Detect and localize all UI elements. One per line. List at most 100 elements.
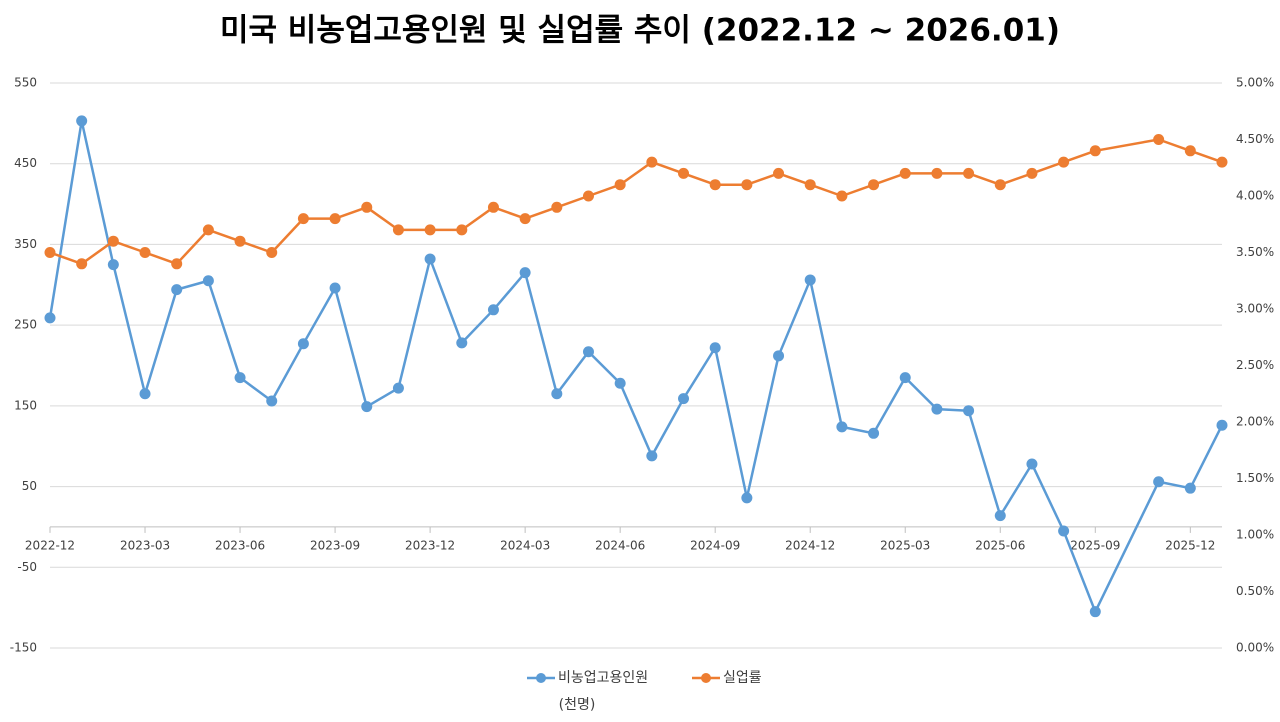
- y2-tick-label: 5.00%: [1236, 76, 1274, 90]
- data-point: [1089, 606, 1101, 618]
- x-tick-label: 2022-12: [25, 538, 75, 552]
- data-point: [171, 284, 183, 296]
- data-point: [107, 235, 119, 247]
- x-tick-label: 2025-12: [1165, 538, 1215, 552]
- x-tick-label: 2025-03: [880, 538, 930, 552]
- data-point: [487, 304, 499, 316]
- data-point: [76, 258, 88, 270]
- data-point: [202, 275, 214, 287]
- data-point: [392, 224, 404, 236]
- data-point: [234, 235, 246, 247]
- x-tick-label: 2025-09: [1070, 538, 1120, 552]
- data-point: [519, 213, 531, 225]
- data-point: [329, 282, 341, 294]
- data-point: [107, 259, 119, 271]
- data-point: [614, 377, 626, 389]
- y-tick-label: 450: [14, 156, 37, 170]
- data-point: [678, 393, 690, 405]
- data-point: [804, 274, 816, 286]
- chart-title: 미국 비농업고용인원 및 실업률 추이 (2022.12 ~ 2026.01): [220, 13, 1060, 49]
- y2-tick-label: 1.50%: [1236, 471, 1274, 485]
- x-tick-label: 2024-06: [595, 538, 645, 552]
- legend-marker: [536, 673, 546, 683]
- x-tick-label: 2023-06: [215, 538, 265, 552]
- data-point: [836, 421, 848, 433]
- x-tick-label: 2023-03: [120, 538, 170, 552]
- data-point: [139, 388, 151, 400]
- y-tick-label: 150: [14, 398, 37, 412]
- data-point: [741, 492, 753, 504]
- data-point: [1058, 525, 1070, 537]
- y2-tick-label: 2.00%: [1236, 415, 1274, 429]
- data-point: [1089, 145, 1101, 157]
- data-point: [931, 167, 943, 179]
- data-point: [266, 395, 278, 407]
- data-point: [44, 312, 56, 324]
- x-tick-label: 2024-09: [690, 538, 740, 552]
- data-point: [614, 179, 626, 191]
- data-point: [76, 115, 88, 127]
- data-point: [899, 167, 911, 179]
- data-point: [392, 382, 404, 394]
- data-point: [551, 388, 563, 400]
- series-line: [49, 138, 1223, 266]
- y-tick-label: 550: [14, 76, 37, 90]
- data-point: [1153, 134, 1165, 145]
- data-point: [171, 258, 183, 270]
- data-point: [963, 167, 975, 179]
- data-point: [773, 167, 785, 179]
- data-point: [487, 201, 499, 213]
- legend-label: 비농업고용인원: [558, 670, 648, 686]
- data-point: [1184, 482, 1196, 494]
- x-tick-label: 2024-12: [785, 538, 835, 552]
- legend-label: 실업률: [723, 670, 762, 686]
- data-point: [868, 179, 880, 191]
- data-point: [234, 372, 246, 384]
- data-point: [1026, 167, 1038, 179]
- data-point: [868, 427, 880, 439]
- y2-tick-label: 3.50%: [1236, 245, 1274, 259]
- data-point: [931, 403, 943, 415]
- data-point: [456, 337, 468, 349]
- data-point: [519, 267, 531, 279]
- data-point: [551, 201, 563, 213]
- data-point: [202, 224, 214, 236]
- data-point: [804, 179, 816, 191]
- data-point: [44, 247, 56, 258]
- data-point: [582, 190, 594, 202]
- y-tick-label: -50: [17, 560, 37, 574]
- data-point: [582, 346, 594, 358]
- y2-tick-label: 2.50%: [1236, 358, 1274, 372]
- data-point: [456, 224, 468, 236]
- data-point: [297, 338, 309, 350]
- legend-marker: [701, 673, 711, 683]
- x-tick-label: 2023-09: [310, 538, 360, 552]
- data-point: [773, 350, 785, 362]
- data-point: [709, 342, 721, 354]
- data-point: [329, 213, 341, 225]
- y-tick-label: 350: [14, 237, 37, 251]
- y2-tick-label: 3.00%: [1236, 302, 1274, 316]
- data-point: [646, 156, 658, 168]
- data-point: [1216, 156, 1228, 168]
- data-point: [709, 179, 721, 191]
- data-point: [1216, 419, 1228, 431]
- data-point: [994, 179, 1006, 191]
- data-point: [1026, 458, 1038, 470]
- y2-tick-label: 0.00%: [1236, 641, 1274, 655]
- data-point: [1058, 156, 1070, 168]
- x-tick-label: 2024-03: [500, 538, 550, 552]
- data-point: [646, 450, 658, 462]
- data-point: [1184, 145, 1196, 157]
- y-tick-label: -150: [10, 641, 37, 655]
- data-point: [836, 190, 848, 202]
- data-point: [963, 405, 975, 417]
- y-tick-label: 250: [14, 318, 37, 332]
- data-point: [741, 179, 753, 191]
- data-point: [297, 213, 309, 225]
- data-point: [1153, 476, 1165, 488]
- data-point: [139, 247, 151, 258]
- y-tick-label: 50: [22, 479, 37, 493]
- data-point: [361, 201, 373, 213]
